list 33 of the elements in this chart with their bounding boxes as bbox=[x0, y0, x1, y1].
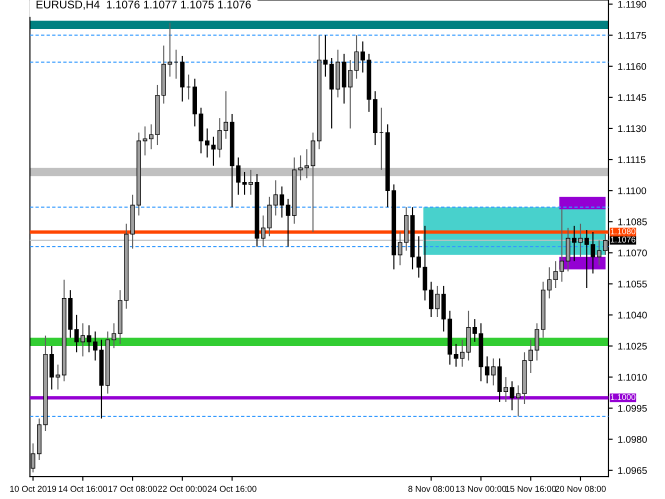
y-tick-label: 1.0980 bbox=[618, 436, 647, 443]
ref-line-label: 1.1000 bbox=[610, 394, 636, 400]
y-tick-label: 1.0995 bbox=[618, 404, 647, 412]
x-tick-label: 13 Nov 00:00 bbox=[456, 486, 506, 492]
y-tick-label: 1.1055 bbox=[618, 280, 647, 288]
y-tick-label: 1.1070 bbox=[618, 250, 647, 256]
x-tick-label: 22 Oct 00:00 bbox=[158, 486, 207, 492]
y-tick-label: 1.1115 bbox=[618, 156, 646, 164]
x-tick-label: 15 Nov 16:00 bbox=[506, 486, 556, 492]
chart-title: EURUSD,H4 1.1076 1.1077 1.1075 1.1076 bbox=[36, 0, 251, 10]
x-tick-label: 14 Oct 16:00 bbox=[58, 486, 108, 492]
y-tick-label: 1.1190 bbox=[618, 0, 646, 8]
y-tick-label: 1.1130 bbox=[618, 125, 646, 132]
ref-line-label: 1.1076 bbox=[610, 236, 636, 243]
y-tick-label: 1.1040 bbox=[618, 312, 647, 319]
candlestick bbox=[93, 330, 98, 362]
ref-line-label: 1.1080 bbox=[610, 228, 636, 234]
y-tick-label: 1.1085 bbox=[618, 218, 647, 226]
x-tick-label: 10 Oct 2019 bbox=[10, 486, 56, 492]
x-tick-label: 20 Nov 08:00 bbox=[555, 486, 606, 492]
y-tick-label: 1.1025 bbox=[618, 342, 647, 350]
y-tick-label: 1.1100 bbox=[618, 187, 646, 194]
y-tick-label: 1.1175 bbox=[618, 32, 646, 39]
candlestick bbox=[360, 40, 365, 74]
candlestick bbox=[354, 34, 359, 80]
y-tick-label: 1.1160 bbox=[618, 63, 646, 70]
x-tick-label: 24 Oct 16:00 bbox=[208, 486, 256, 492]
y-tick-label: 1.1010 bbox=[618, 374, 647, 381]
x-tick-label: 17 Oct 08:00 bbox=[108, 486, 157, 492]
candlestick bbox=[578, 223, 583, 258]
y-tick-label: 1.1145 bbox=[618, 94, 646, 101]
y-tick-label: 1.0965 bbox=[618, 467, 647, 474]
x-tick-label: 8 Nov 08:00 bbox=[408, 486, 454, 492]
